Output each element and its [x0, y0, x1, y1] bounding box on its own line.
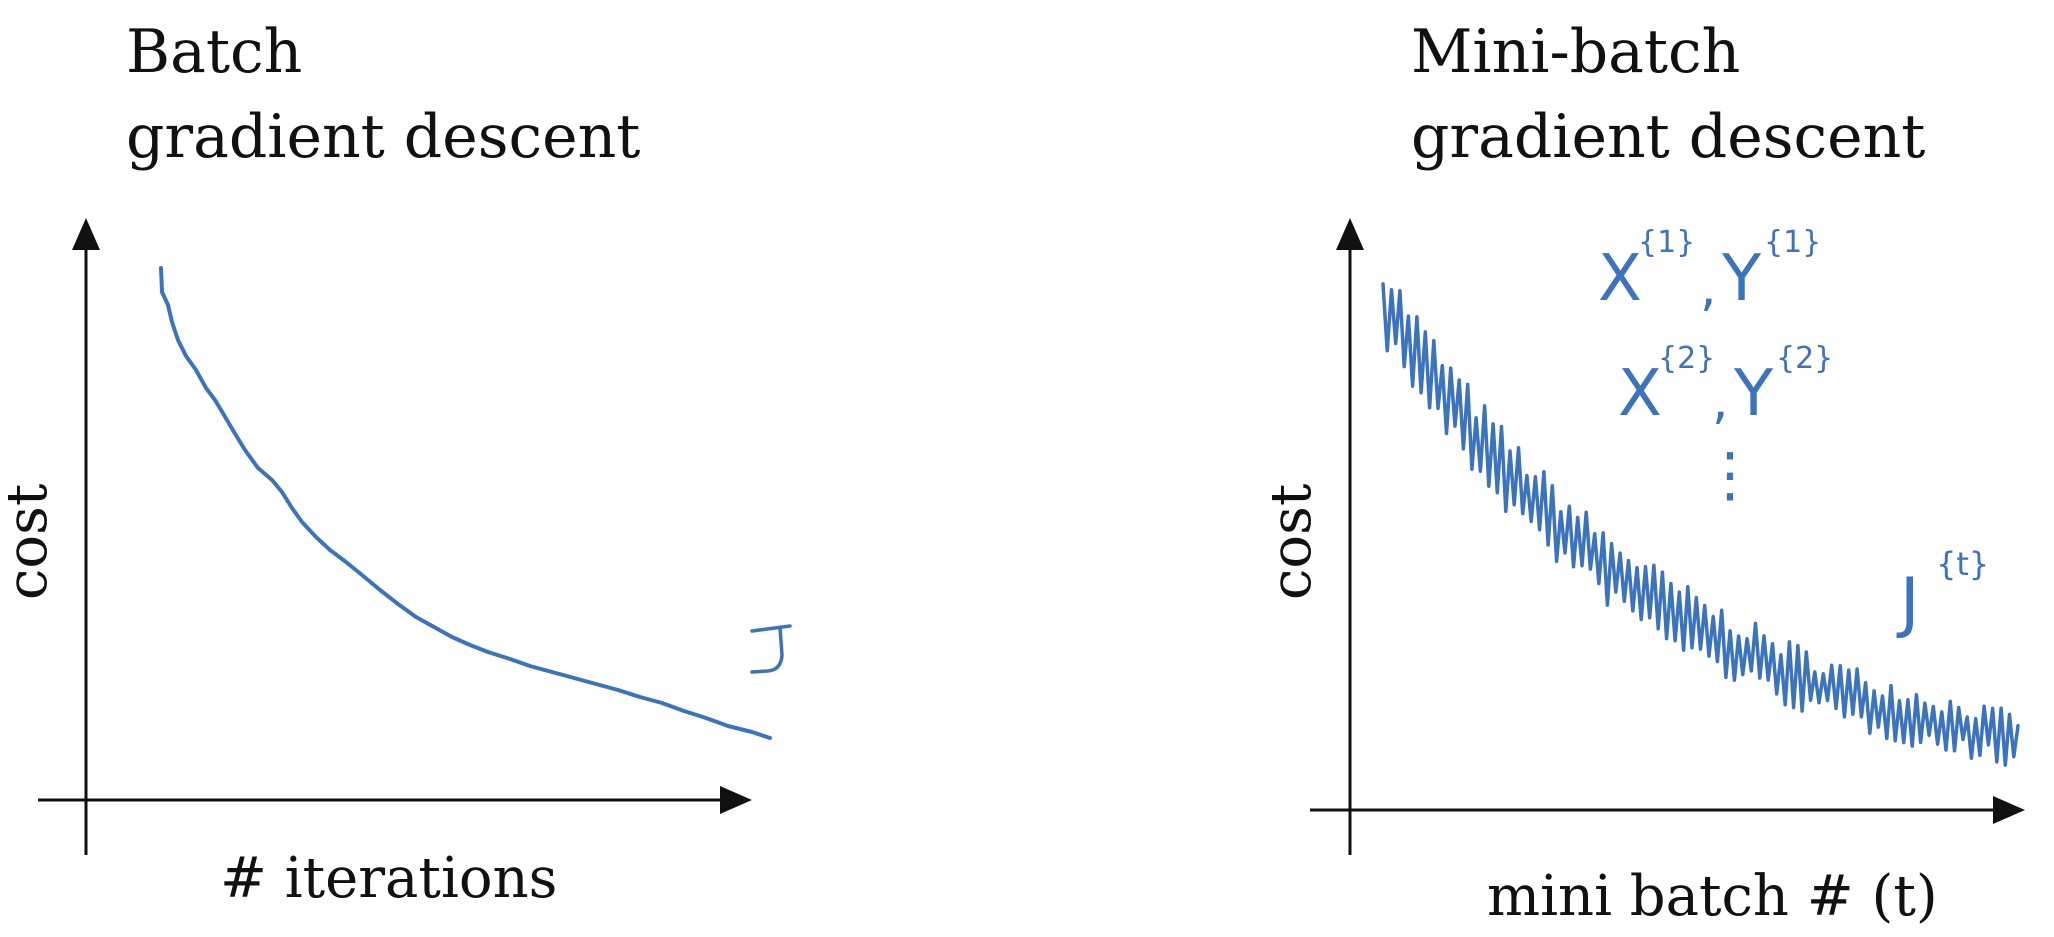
batch-title-line2: gradient descent	[126, 102, 640, 172]
minibatch-j-sup: {t}	[1936, 545, 1989, 583]
minibatch-title-line1: Mini-batch	[1411, 17, 1740, 87]
batch-note-1-x: X	[1598, 242, 1642, 316]
batch-note-2-y: Y	[1733, 357, 1774, 431]
batch-panel: Batch gradient descent cost # iterations…	[0, 17, 792, 911]
minibatch-y-axis-arrow	[1336, 218, 1364, 250]
batch-note-2-y-sup: {2}	[1776, 341, 1833, 376]
batch-note-1-y-sup: {1}	[1764, 225, 1821, 260]
batch-note-2-x-sup: {2}	[1658, 341, 1715, 376]
minibatch-x-axis-label: mini batch # (t)	[1487, 864, 1938, 929]
minibatch-panel: Mini-batch gradient descent cost mini ba…	[1259, 17, 2025, 929]
batch-note-1-comma: ,	[1700, 258, 1717, 318]
batch-y-axis-arrow	[72, 218, 100, 250]
minibatch-x-axis-arrow	[1993, 796, 2025, 824]
batch-note-2-x: X	[1618, 357, 1662, 431]
minibatch-y-axis-label: cost	[1259, 483, 1324, 600]
batch-y-axis-label: cost	[0, 483, 60, 600]
minibatch-j-letter: J	[1896, 564, 1919, 641]
minibatch-title-line2: gradient descent	[1411, 102, 1925, 172]
minibatch-j-annotation: J {t}	[1896, 545, 1989, 641]
batch-note-2-comma: ,	[1712, 371, 1729, 431]
batch-note-1-x-sup: {1}	[1638, 225, 1695, 260]
batch-title-line1: Batch	[126, 17, 302, 87]
batch-note-1-y: Y	[1721, 242, 1762, 316]
batch-x-axis-label: # iterations	[220, 846, 557, 911]
batch-note-1: X {1} , Y {1}	[1598, 225, 1821, 318]
batch-x-axis-arrow	[720, 786, 752, 814]
batch-j-mark	[750, 624, 792, 674]
batch-cost-curve	[159, 266, 772, 740]
minibatch-cost-curve	[1381, 282, 2020, 767]
batch-ellipsis: ⋮	[1700, 440, 1760, 510]
batch-note-2: X {2} , Y {2}	[1618, 341, 1833, 431]
